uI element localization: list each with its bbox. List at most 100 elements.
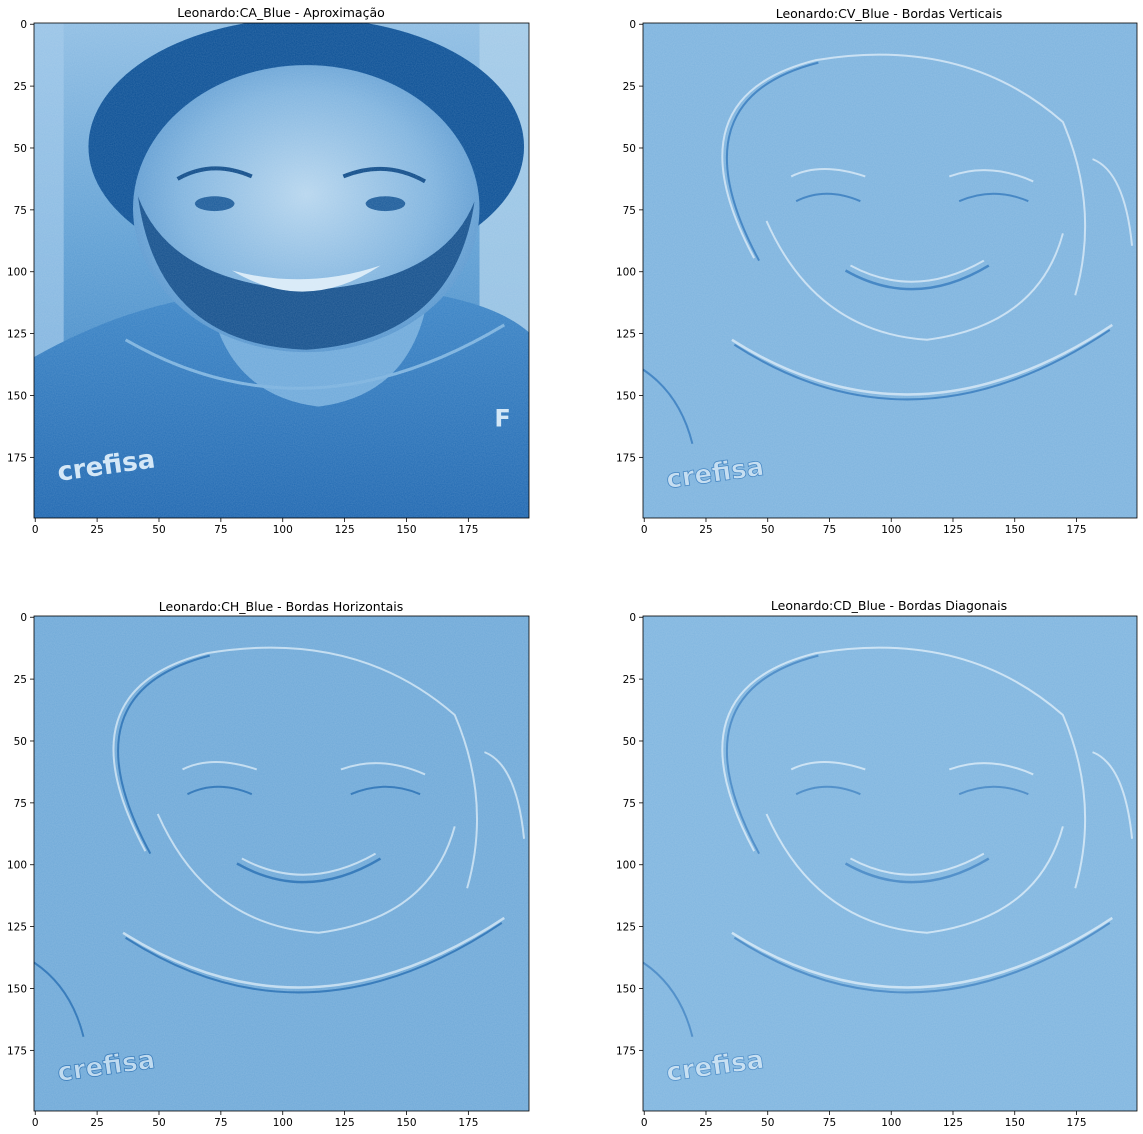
ear-edge (1092, 751, 1134, 839)
x-tick-label: 0 (641, 1117, 648, 1129)
x-tick-label: 125 (335, 1117, 355, 1129)
y-tick-label: 150 (7, 390, 27, 402)
image-texture (643, 23, 1137, 518)
y-tick-label: 175 (7, 452, 27, 464)
smile-edge-light (850, 259, 985, 283)
jaw-edge (765, 813, 1064, 934)
x-tick-label: 25 (699, 1117, 712, 1129)
x-tick-label: 75 (214, 1117, 227, 1129)
y-tick-label: 75 (623, 205, 636, 217)
y-tick-label: 150 (616, 983, 636, 995)
x-tick-label: 25 (90, 524, 103, 536)
ear-edge (484, 751, 526, 839)
y-tick-label: 100 (616, 860, 636, 872)
y-tick-label: 100 (616, 267, 636, 279)
subplot-image-2: crefisa 0 25 50 75 100 125 150 175 0 25 50 75 100 125 1… (7, 612, 530, 1129)
x-tick-label: 125 (943, 524, 963, 536)
shirt-logo-text: crefisa (664, 452, 765, 495)
collar-edge-shadow (125, 922, 503, 994)
left-brow-edge (790, 168, 866, 178)
heatmap-image: crefisaF (34, 23, 529, 518)
x-tick-label: 175 (1066, 524, 1086, 536)
head-edge (112, 646, 478, 889)
right-brow-edge (948, 169, 1034, 183)
x-tick-label: 25 (90, 1117, 103, 1129)
subplot-image-0: crefisaF 0 25 50 75 100 125 150 175 0 25 50 75 100 125… (7, 19, 530, 536)
y-tick-label: 100 (7, 267, 27, 279)
left-eye-edge (187, 785, 253, 796)
y-tick-label: 0 (20, 612, 27, 624)
ear-edge (1092, 158, 1134, 246)
heatmap-image: crefisa (643, 616, 1137, 1111)
plot-frame (33, 615, 530, 1112)
x-tick-label: 175 (458, 524, 478, 536)
y-tick-label: 25 (623, 674, 636, 686)
x-tick-label: 150 (1005, 524, 1025, 536)
x-tick-label: 75 (214, 524, 227, 536)
x-tick-label: 100 (881, 524, 901, 536)
smile-edge (844, 857, 990, 884)
y-tick-label: 175 (616, 452, 636, 464)
collar-edge (731, 916, 1113, 989)
collar-edge-shadow (733, 922, 1111, 994)
collar-edge-shadow (733, 329, 1111, 401)
x-tick-label: 175 (458, 1117, 478, 1129)
left-eye-edge (795, 785, 861, 796)
image-texture (643, 616, 1137, 1111)
heatmap-image: crefisa (643, 23, 1137, 518)
x-tick-label: 75 (823, 524, 836, 536)
x-tick-label: 125 (943, 1117, 963, 1129)
chart-title: Leonardo:CA_Blue - Aproximação (177, 5, 385, 20)
jaw-edge (156, 813, 456, 934)
y-tick-label: 175 (616, 1045, 636, 1057)
heatmap-image: crefisa (34, 616, 529, 1111)
chart-title: Leonardo:CV_Blue - Bordas Verticais (775, 6, 1003, 21)
y-tick-label: 50 (623, 143, 636, 155)
x-tick-label: 25 (699, 524, 712, 536)
left-brow-edge (790, 761, 866, 771)
y-tick-label: 75 (623, 798, 636, 810)
chart-title: Leonardo:CD_Blue - Bordas Diagonais (770, 598, 1008, 613)
y-tick-label: 75 (14, 798, 27, 810)
y-tick-label: 75 (14, 205, 27, 217)
y-tick-label: 25 (623, 81, 636, 93)
x-tick-label: 50 (761, 1117, 774, 1129)
right-brow-edge (948, 762, 1034, 776)
x-tick-label: 0 (32, 524, 39, 536)
smile-edge-light (241, 852, 377, 876)
subplot-image-3: crefisa 0 25 50 75 100 125 150 175 0 25 50 75 100 125 1… (616, 612, 1138, 1129)
x-tick-label: 100 (273, 1117, 293, 1129)
x-tick-label: 100 (273, 524, 293, 536)
head-edge (721, 646, 1087, 889)
head-edge (721, 53, 1087, 296)
y-tick-label: 0 (629, 19, 636, 31)
smile-edge (844, 264, 990, 291)
left-shoulder-edge (643, 961, 694, 1037)
x-tick-label: 150 (1005, 1117, 1025, 1129)
x-tick-label: 50 (761, 524, 774, 536)
chart-title: Leonardo:CH_Blue - Bordas Horizontais (158, 599, 404, 614)
head-edge-shadow (725, 61, 819, 262)
x-tick-label: 50 (152, 524, 165, 536)
x-tick-label: 100 (881, 1117, 901, 1129)
left-eye-edge (795, 192, 861, 203)
y-tick-label: 100 (7, 860, 27, 872)
y-tick-label: 125 (7, 922, 27, 934)
x-tick-label: 0 (641, 524, 648, 536)
x-tick-label: 0 (32, 1117, 39, 1129)
y-tick-label: 175 (7, 1045, 27, 1057)
y-tick-label: 125 (616, 922, 636, 934)
y-tick-label: 25 (14, 674, 27, 686)
y-tick-label: 150 (616, 390, 636, 402)
collar-edge (731, 323, 1113, 396)
left-shoulder-edge (34, 961, 85, 1037)
image-texture (34, 23, 529, 518)
plot-frame (642, 22, 1138, 519)
x-tick-label: 175 (1066, 1117, 1086, 1129)
y-tick-label: 50 (14, 143, 27, 155)
right-eye-edge (350, 785, 421, 796)
y-tick-label: 125 (7, 329, 27, 341)
collar-edge (122, 916, 505, 989)
right-brow-edge (340, 762, 426, 776)
image-texture (34, 616, 529, 1111)
